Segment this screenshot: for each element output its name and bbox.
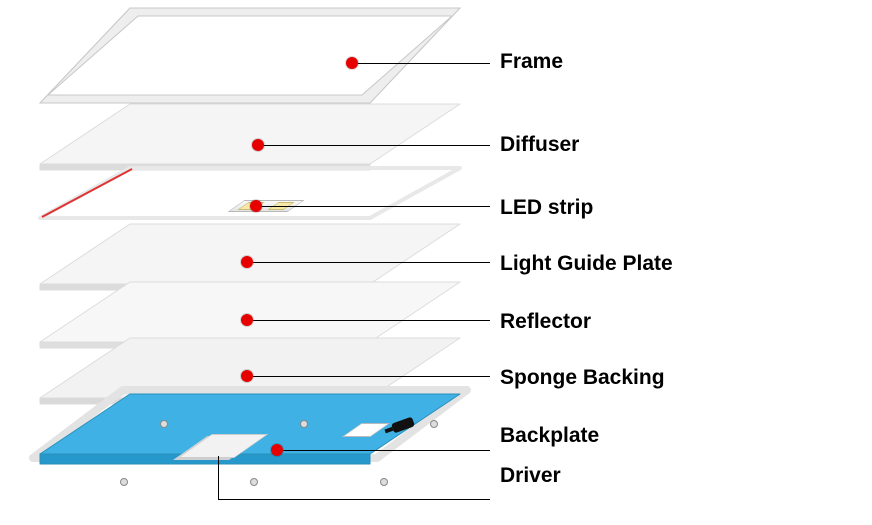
callout-dot xyxy=(252,139,264,151)
leader-line xyxy=(253,262,490,263)
leader-line xyxy=(253,376,490,377)
label-backplate: Backplate xyxy=(500,424,599,448)
callout-dot xyxy=(271,444,283,456)
label-driver: Driver xyxy=(500,464,561,488)
layer-diffuser xyxy=(40,104,460,170)
layer-frame xyxy=(40,8,460,103)
screw xyxy=(160,420,168,428)
leader-line xyxy=(283,450,490,451)
label-reflector: Reflector xyxy=(500,310,591,334)
leader-line xyxy=(262,206,490,207)
diagram-stage: Frame Diffuser LED strip Light Guide Plate R… xyxy=(0,0,872,525)
leader-line xyxy=(264,145,490,146)
leader-elbow-driver xyxy=(218,456,490,500)
screw xyxy=(120,478,128,486)
callout-dot xyxy=(250,200,262,212)
callout-dot xyxy=(241,370,253,382)
label-diffuser: Diffuser xyxy=(500,133,579,157)
leader-line xyxy=(358,63,490,64)
screw xyxy=(300,420,308,428)
screw xyxy=(430,420,438,428)
label-sponge: Sponge Backing xyxy=(500,366,665,390)
callout-dot xyxy=(241,314,253,326)
label-light-guide: Light Guide Plate xyxy=(500,252,673,276)
callout-dot xyxy=(241,256,253,268)
label-led-strip: LED strip xyxy=(500,196,593,220)
callout-dot xyxy=(346,57,358,69)
label-frame: Frame xyxy=(500,50,563,74)
leader-line xyxy=(253,320,490,321)
